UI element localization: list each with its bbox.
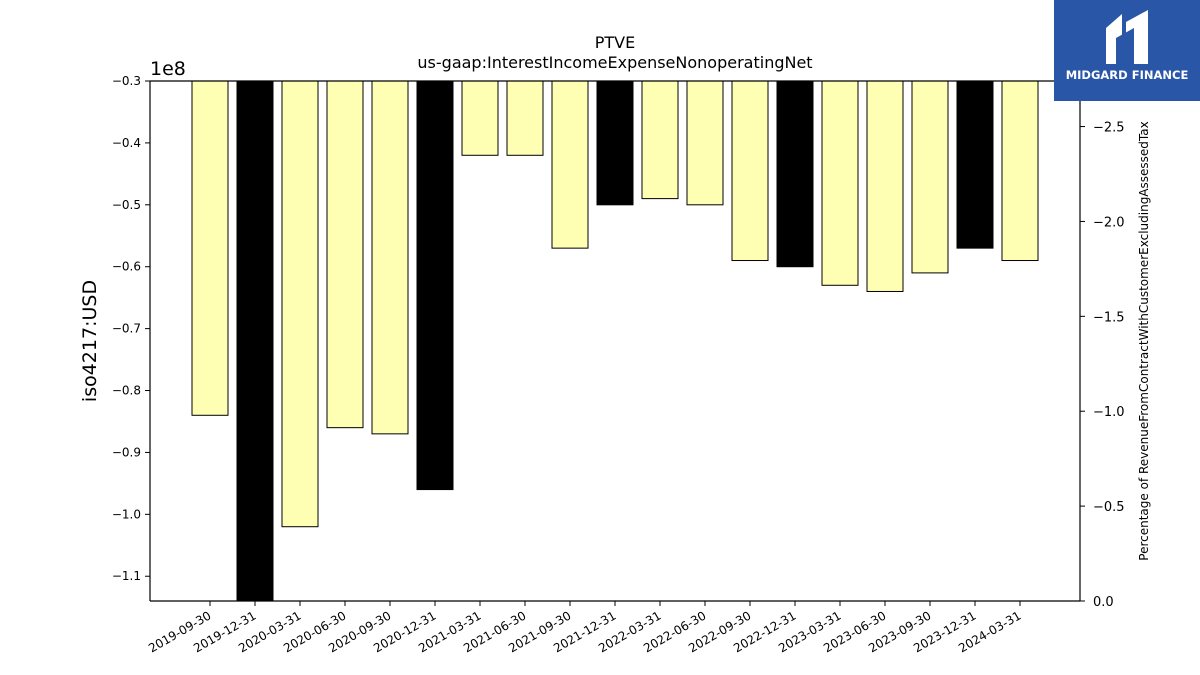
bar-2024-03-31 [1001,80,1039,262]
bar-2021-12-31 [596,80,634,206]
y-offset-label: 1e8 [150,58,186,80]
y-tick-label: −0.7 [112,322,141,336]
y-tick-label: −0.8 [112,384,141,398]
y2-tick-label: −0.5 [1093,500,1125,515]
y-tick-label: −1.1 [112,569,141,583]
y-axis-label: iso4217:USD [79,280,101,402]
bar-2021-09-30 [551,80,589,249]
bar-2020-09-30 [371,80,409,435]
bar-2020-03-31 [281,80,319,528]
bar-2023-06-30 [866,80,904,292]
chart-subtitle: us-gaap:InterestIncomeExpenseNonoperatin… [417,53,812,72]
chart-title: PTVE [595,33,635,52]
bar-2022-06-30 [686,80,724,206]
bar-2020-12-31 [416,80,454,491]
y2-tick-label: −1.5 [1093,310,1125,325]
y-tick-label: −1.0 [112,507,141,521]
y2-tick-label: −2.0 [1093,215,1125,230]
bars [191,80,1039,602]
bar-2023-03-31 [821,80,859,286]
y-tick-label: −0.9 [112,445,141,459]
y-tick-label: −0.4 [112,136,141,150]
y2-tick-label: −1.0 [1093,405,1125,420]
y2-tick-label: 0.0 [1093,595,1114,610]
brand-badge: MIDGARD FINANCE [1054,0,1200,101]
brand-name: MIDGARD FINANCE [1065,68,1189,82]
bar-2022-12-31 [776,80,814,268]
y2-tick-label: −2.5 [1093,121,1125,136]
y2-axis-label: Percentage of RevenueFromContractWithCus… [1137,121,1151,560]
bar-2021-03-31 [461,80,499,156]
bar-2023-12-31 [956,80,994,249]
y-tick-label: −0.5 [112,198,141,212]
bar-2022-03-31 [641,80,679,200]
y-tick-label: −0.3 [112,74,141,88]
bar-2023-09-30 [911,80,949,274]
bar-2020-06-30 [326,80,364,429]
bar-2021-06-30 [506,80,544,156]
bar-2019-09-30 [191,80,229,416]
y-tick-label: −0.6 [112,260,141,274]
bar-2022-09-30 [731,80,769,262]
midgard-logo-icon [1106,10,1148,64]
bar-2019-12-31 [236,80,274,602]
